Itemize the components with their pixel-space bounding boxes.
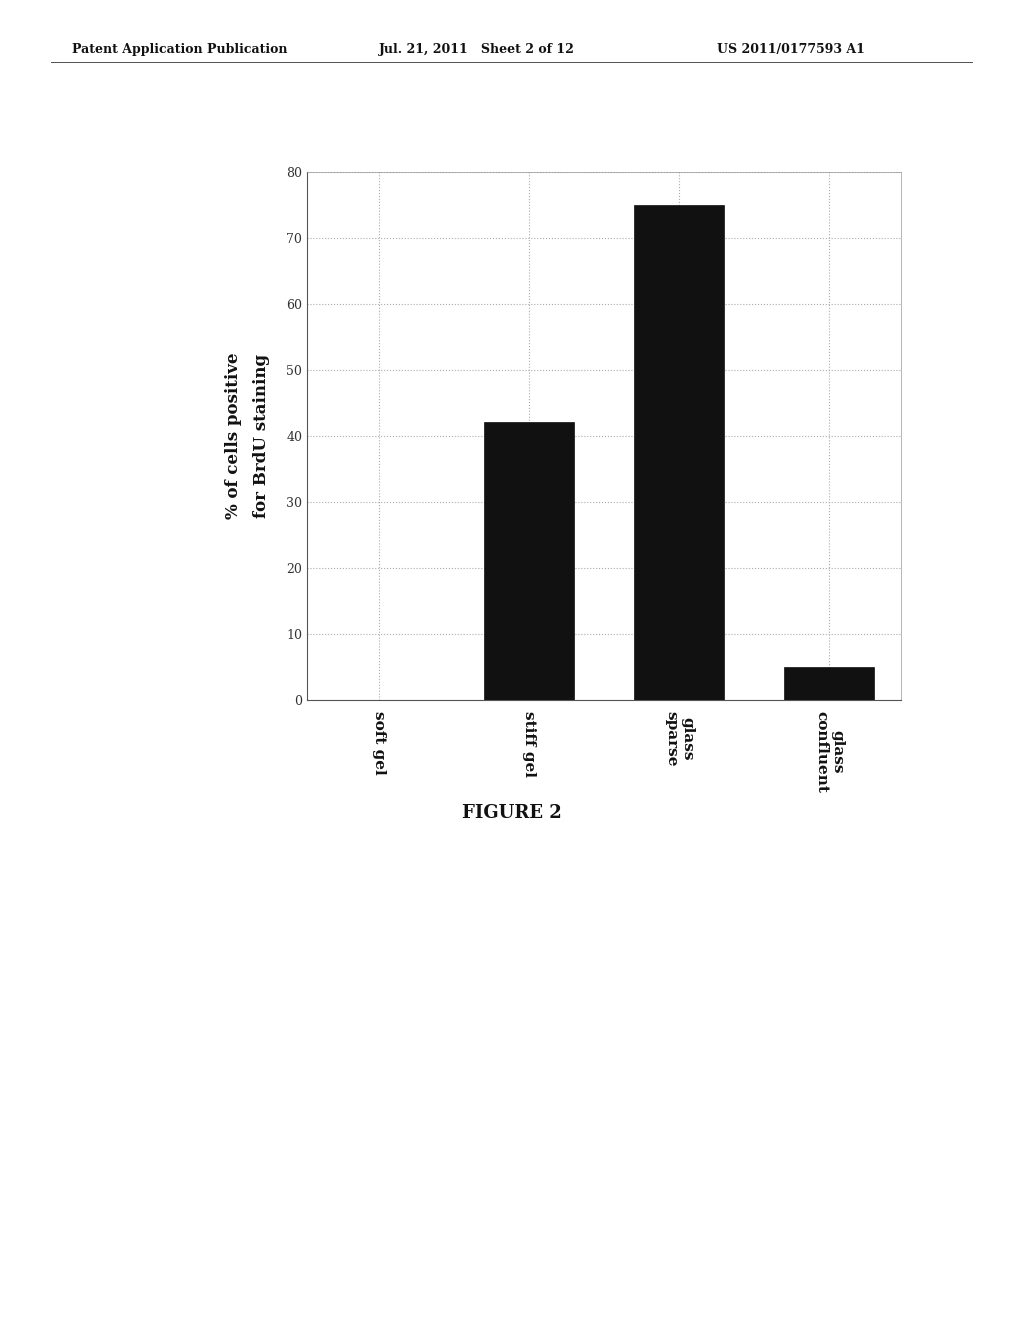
- Y-axis label: % of cells positive
for BrdU staining: % of cells positive for BrdU staining: [225, 352, 269, 519]
- Bar: [484, 422, 574, 700]
- Text: FIGURE 2: FIGURE 2: [462, 804, 562, 822]
- Bar: [784, 667, 874, 700]
- Text: US 2011/0177593 A1: US 2011/0177593 A1: [717, 42, 864, 55]
- Bar: [634, 205, 724, 700]
- Text: Jul. 21, 2011   Sheet 2 of 12: Jul. 21, 2011 Sheet 2 of 12: [379, 42, 574, 55]
- Text: Patent Application Publication: Patent Application Publication: [72, 42, 287, 55]
